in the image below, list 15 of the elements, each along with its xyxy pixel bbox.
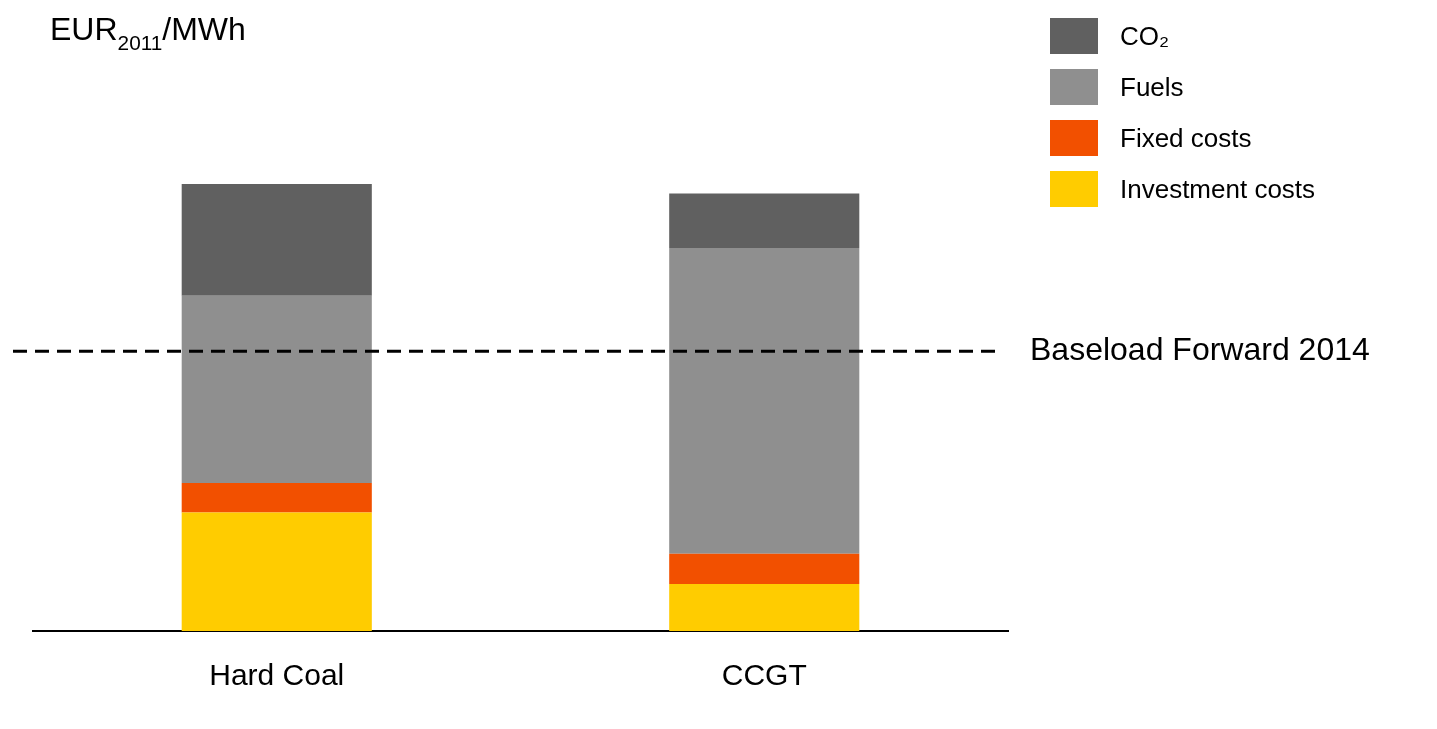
legend-label: Fuels (1120, 72, 1184, 103)
ref-line-label: Baseload Forward 2014 (1030, 331, 1370, 368)
bar (669, 553, 860, 585)
bar (669, 584, 860, 631)
x-tick-label: Hard Coal (209, 658, 345, 692)
bar (669, 193, 860, 248)
bar (669, 247, 860, 554)
legend-label: Investment costs (1120, 174, 1316, 205)
bar (181, 184, 372, 296)
bar (181, 295, 372, 484)
x-tick-label: CCGT (721, 658, 807, 692)
bar (181, 512, 372, 631)
legend-label: CO₂ (1120, 21, 1170, 52)
legend-label: Fixed costs (1120, 123, 1252, 154)
bar (181, 483, 372, 513)
